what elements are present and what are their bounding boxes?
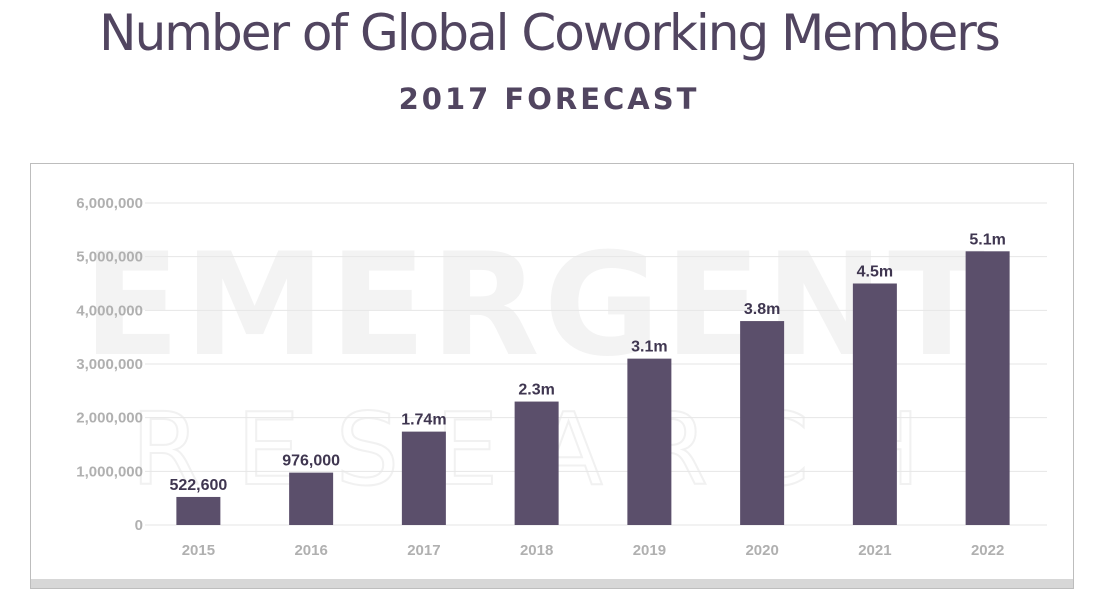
bars: 522,600 976,000 1.74m 2.3m 3.1m 3.8m 4.5m 5.1m [169,231,1010,526]
data-label-2022: 5.1m [969,231,1005,248]
bar-2018 [514,401,559,525]
y-tick-label: 6,000,000 [76,195,143,212]
bar-2016 [289,472,334,525]
x-axis: 2015 2016 2017 2018 2019 2020 2021 2022 [182,542,1005,559]
bar-2019 [627,358,672,525]
y-tick-label: 4,000,000 [76,302,143,319]
x-tick-label-2017: 2017 [407,542,440,559]
chart-subtitle: 2017 FORECAST [398,82,700,116]
bar-2022 [965,251,1010,526]
y-tick-label: 2,000,000 [76,410,143,427]
y-tick-label: 5,000,000 [76,249,143,266]
bar-2017 [401,431,446,525]
x-tick-label-2015: 2015 [182,542,215,559]
bar-2020 [740,321,785,525]
y-axis: 0 1,000,000 2,000,000 3,000,000 4,000,000 5,0… [76,195,143,534]
watermark-line-1: EMERGENT [83,223,989,388]
bar-2015 [176,496,221,525]
x-tick-label-2021: 2021 [858,542,891,559]
data-label-2019: 3.1m [631,339,667,356]
data-label-2018: 2.3m [518,382,554,399]
x-tick-label-2022: 2022 [971,542,1004,559]
x-tick-label-2018: 2018 [520,542,553,559]
x-tick-label-2016: 2016 [294,542,327,559]
x-tick-label-2019: 2019 [633,542,666,559]
data-label-2016: 976,000 [282,453,340,470]
chart-frame: EMERGENT RESEARCH 01,000,0002,000,0003,0… [30,163,1074,589]
y-tick-label: 0 [135,517,143,534]
frame-bottom-bar [31,579,1073,588]
data-label-2015: 522,600 [169,477,227,494]
data-label-2021: 4.5m [857,264,893,281]
bar-2021 [852,283,897,525]
x-tick-label-2020: 2020 [745,542,778,559]
bar-chart: EMERGENT RESEARCH 01,000,0002,000,0003,0… [76,195,1047,559]
data-label-2017: 1.74m [401,412,446,429]
y-tick-label: 1,000,000 [76,463,143,480]
chart-title: Number of Global Coworking Members [99,4,1001,62]
y-tick-label: 3,000,000 [76,356,143,373]
data-label-2020: 3.8m [744,301,780,318]
